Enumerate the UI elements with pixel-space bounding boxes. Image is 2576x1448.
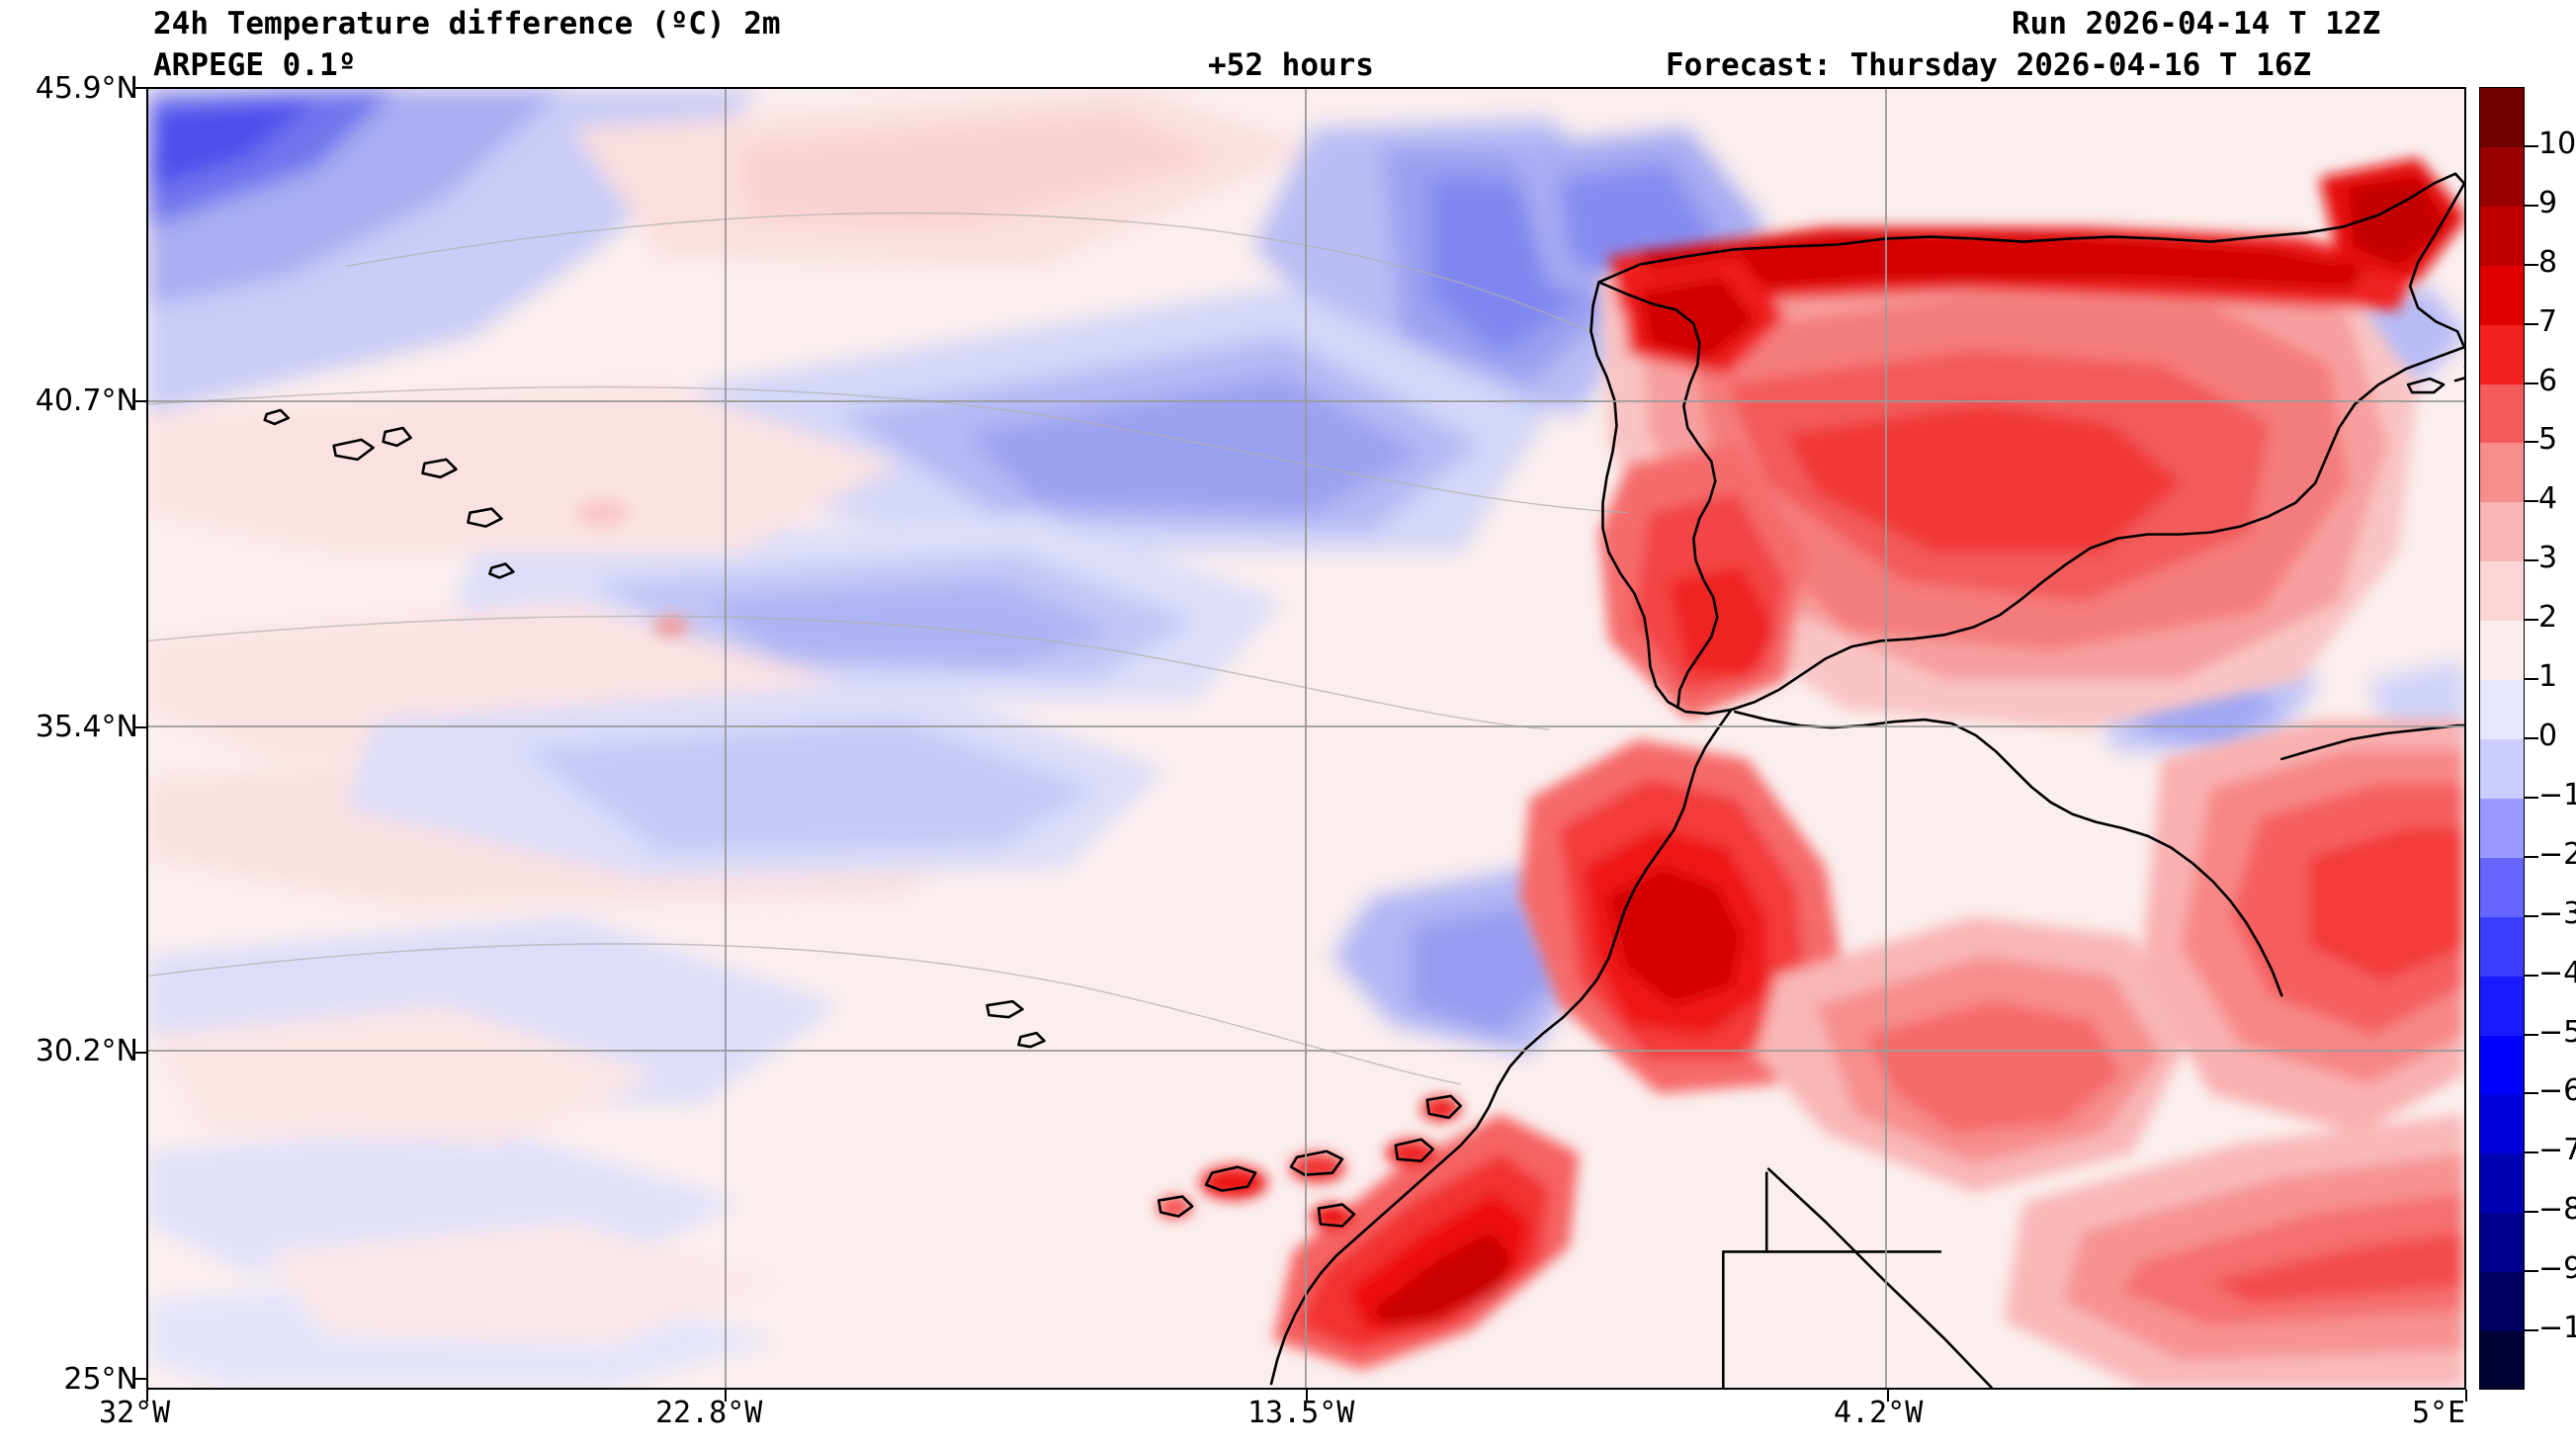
colorbar-tick-mark: [2525, 1329, 2538, 1332]
colorbar-tick-mark: [2525, 914, 2538, 917]
colorbar-segment: [2480, 561, 2524, 622]
colorbar-segment: [2480, 798, 2524, 858]
colorbar-segment: [2480, 916, 2524, 977]
y-tick-mark-0: [134, 87, 146, 89]
forecast-datetime-label: Forecast: Thursday 2026-04-16 T 16Z: [1666, 47, 2312, 83]
colorbar-tick-mark: [2525, 678, 2538, 681]
y-tick-label-2: 35.4°N: [35, 710, 138, 744]
colorbar-tick-label: −2: [2538, 836, 2576, 872]
colorbar-tick-mark: [2525, 855, 2538, 858]
colorbar-tick-label: 2: [2538, 600, 2558, 636]
colorbar-segment: [2480, 88, 2524, 147]
colorbar-tick-label: 5: [2538, 422, 2558, 458]
colorbar-tick-label: −10: [2538, 1311, 2576, 1346]
colorbar-tick-mark: [2525, 1092, 2538, 1095]
colorbar-tick-label: −5: [2538, 1014, 2576, 1050]
colorbar-tick-mark: [2525, 500, 2538, 503]
colorbar-segment: [2480, 443, 2524, 503]
colorbar-tick-label: 6: [2538, 363, 2558, 398]
colorbar-segment: [2480, 324, 2524, 384]
colorbar-tick-label: −6: [2538, 1073, 2576, 1109]
colorbar-tick-mark: [2525, 441, 2538, 444]
colorbar-segment: [2480, 680, 2524, 739]
x-tick-label-3: 4.2°W: [1834, 1396, 1924, 1430]
x-tick-mark-1: [725, 1390, 727, 1402]
colorbar-tick-mark: [2525, 1211, 2538, 1214]
page-title: 24h Temperature difference (ºC) 2m: [153, 6, 781, 42]
x-tick-mark-3: [1887, 1390, 1889, 1402]
x-tick-mark-4: [2465, 1390, 2467, 1402]
colorbar-tick-mark: [2525, 204, 2538, 207]
colorbar-segment: [2480, 146, 2524, 207]
colorbar-tick-label: −7: [2538, 1133, 2576, 1168]
y-tick-label-0: 45.9°N: [35, 71, 138, 106]
colorbar-tick-mark: [2525, 322, 2538, 325]
map-canvas[interactable]: [146, 87, 2466, 1390]
y-tick-mark-4: [134, 1378, 146, 1380]
coastline-layer: [263, 172, 2464, 1388]
x-tick-label-0: 32°W: [99, 1396, 171, 1430]
colorbar-segment: [2480, 206, 2524, 266]
y-tick-label-1: 40.7°N: [35, 383, 138, 418]
x-tick-label-2: 13.5°W: [1247, 1396, 1355, 1430]
colorbar-segment: [2480, 1272, 2524, 1332]
colorbar-tick-label: −3: [2538, 895, 2576, 931]
graticule-layer: [148, 89, 2464, 1388]
colorbar-segment: [2480, 1331, 2524, 1389]
colorbar[interactable]: [2479, 87, 2525, 1390]
colorbar-segment: [2480, 1153, 2524, 1214]
colorbar-tick-mark: [2525, 144, 2538, 147]
lead-time-label: +52 hours: [1208, 47, 1374, 83]
y-tick-mark-2: [134, 726, 146, 728]
colorbar-tick-label: 7: [2538, 303, 2558, 339]
colorbar-tick-mark: [2525, 619, 2538, 622]
colorbar-tick-mark: [2525, 974, 2538, 977]
colorbar-tick-mark: [2525, 1033, 2538, 1036]
colorbar-tick-mark: [2525, 1151, 2538, 1154]
colorbar-tick-label: 8: [2538, 244, 2558, 280]
run-datetime-label: Run 2026-04-14 T 12Z: [2012, 6, 2381, 42]
colorbar-segment: [2480, 857, 2524, 917]
x-tick-mark-0: [146, 1390, 148, 1402]
colorbar-tick-mark: [2525, 737, 2538, 739]
colorbar-tick-mark: [2525, 1270, 2538, 1273]
colorbar-tick-label: 9: [2538, 185, 2558, 220]
colorbar-segment: [2480, 502, 2524, 562]
colorbar-tick-label: 10: [2538, 126, 2576, 161]
colorbar-tick-label: −1: [2538, 777, 2576, 812]
colorbar-segment: [2480, 739, 2524, 799]
colorbar-segment: [2480, 976, 2524, 1036]
y-tick-mark-3: [134, 1052, 146, 1054]
colorbar-segment: [2480, 1094, 2524, 1154]
colorbar-segment: [2480, 1035, 2524, 1095]
colorbar-tick-mark: [2525, 559, 2538, 562]
temperature-difference-field: [148, 89, 2464, 1388]
y-tick-mark-1: [134, 400, 146, 402]
model-label: ARPEGE 0.1º: [153, 47, 357, 83]
x-tick-label-1: 22.8°W: [655, 1396, 763, 1430]
colorbar-tick-label: 1: [2538, 659, 2558, 695]
colorbar-tick-label: 0: [2538, 719, 2558, 753]
colorbar-tick-label: −8: [2538, 1192, 2576, 1228]
colorbar-segment: [2480, 383, 2524, 444]
y-tick-label-4: 25°N: [63, 1362, 138, 1397]
colorbar-tick-mark: [2525, 796, 2538, 799]
x-tick-label-4: 5°E: [2412, 1396, 2466, 1430]
colorbar-segment: [2480, 621, 2524, 681]
colorbar-segment: [2480, 265, 2524, 325]
colorbar-tick-mark: [2525, 382, 2538, 384]
colorbar-tick-label: −4: [2538, 955, 2576, 990]
x-tick-mark-2: [1306, 1390, 1308, 1402]
colorbar-segment: [2480, 1213, 2524, 1273]
y-tick-label-3: 30.2°N: [35, 1034, 138, 1068]
colorbar-tick-label: 3: [2538, 541, 2558, 576]
colorbar-tick-label: 4: [2538, 481, 2558, 517]
colorbar-tick-label: −9: [2538, 1251, 2576, 1287]
colorbar-tick-mark: [2525, 263, 2538, 266]
